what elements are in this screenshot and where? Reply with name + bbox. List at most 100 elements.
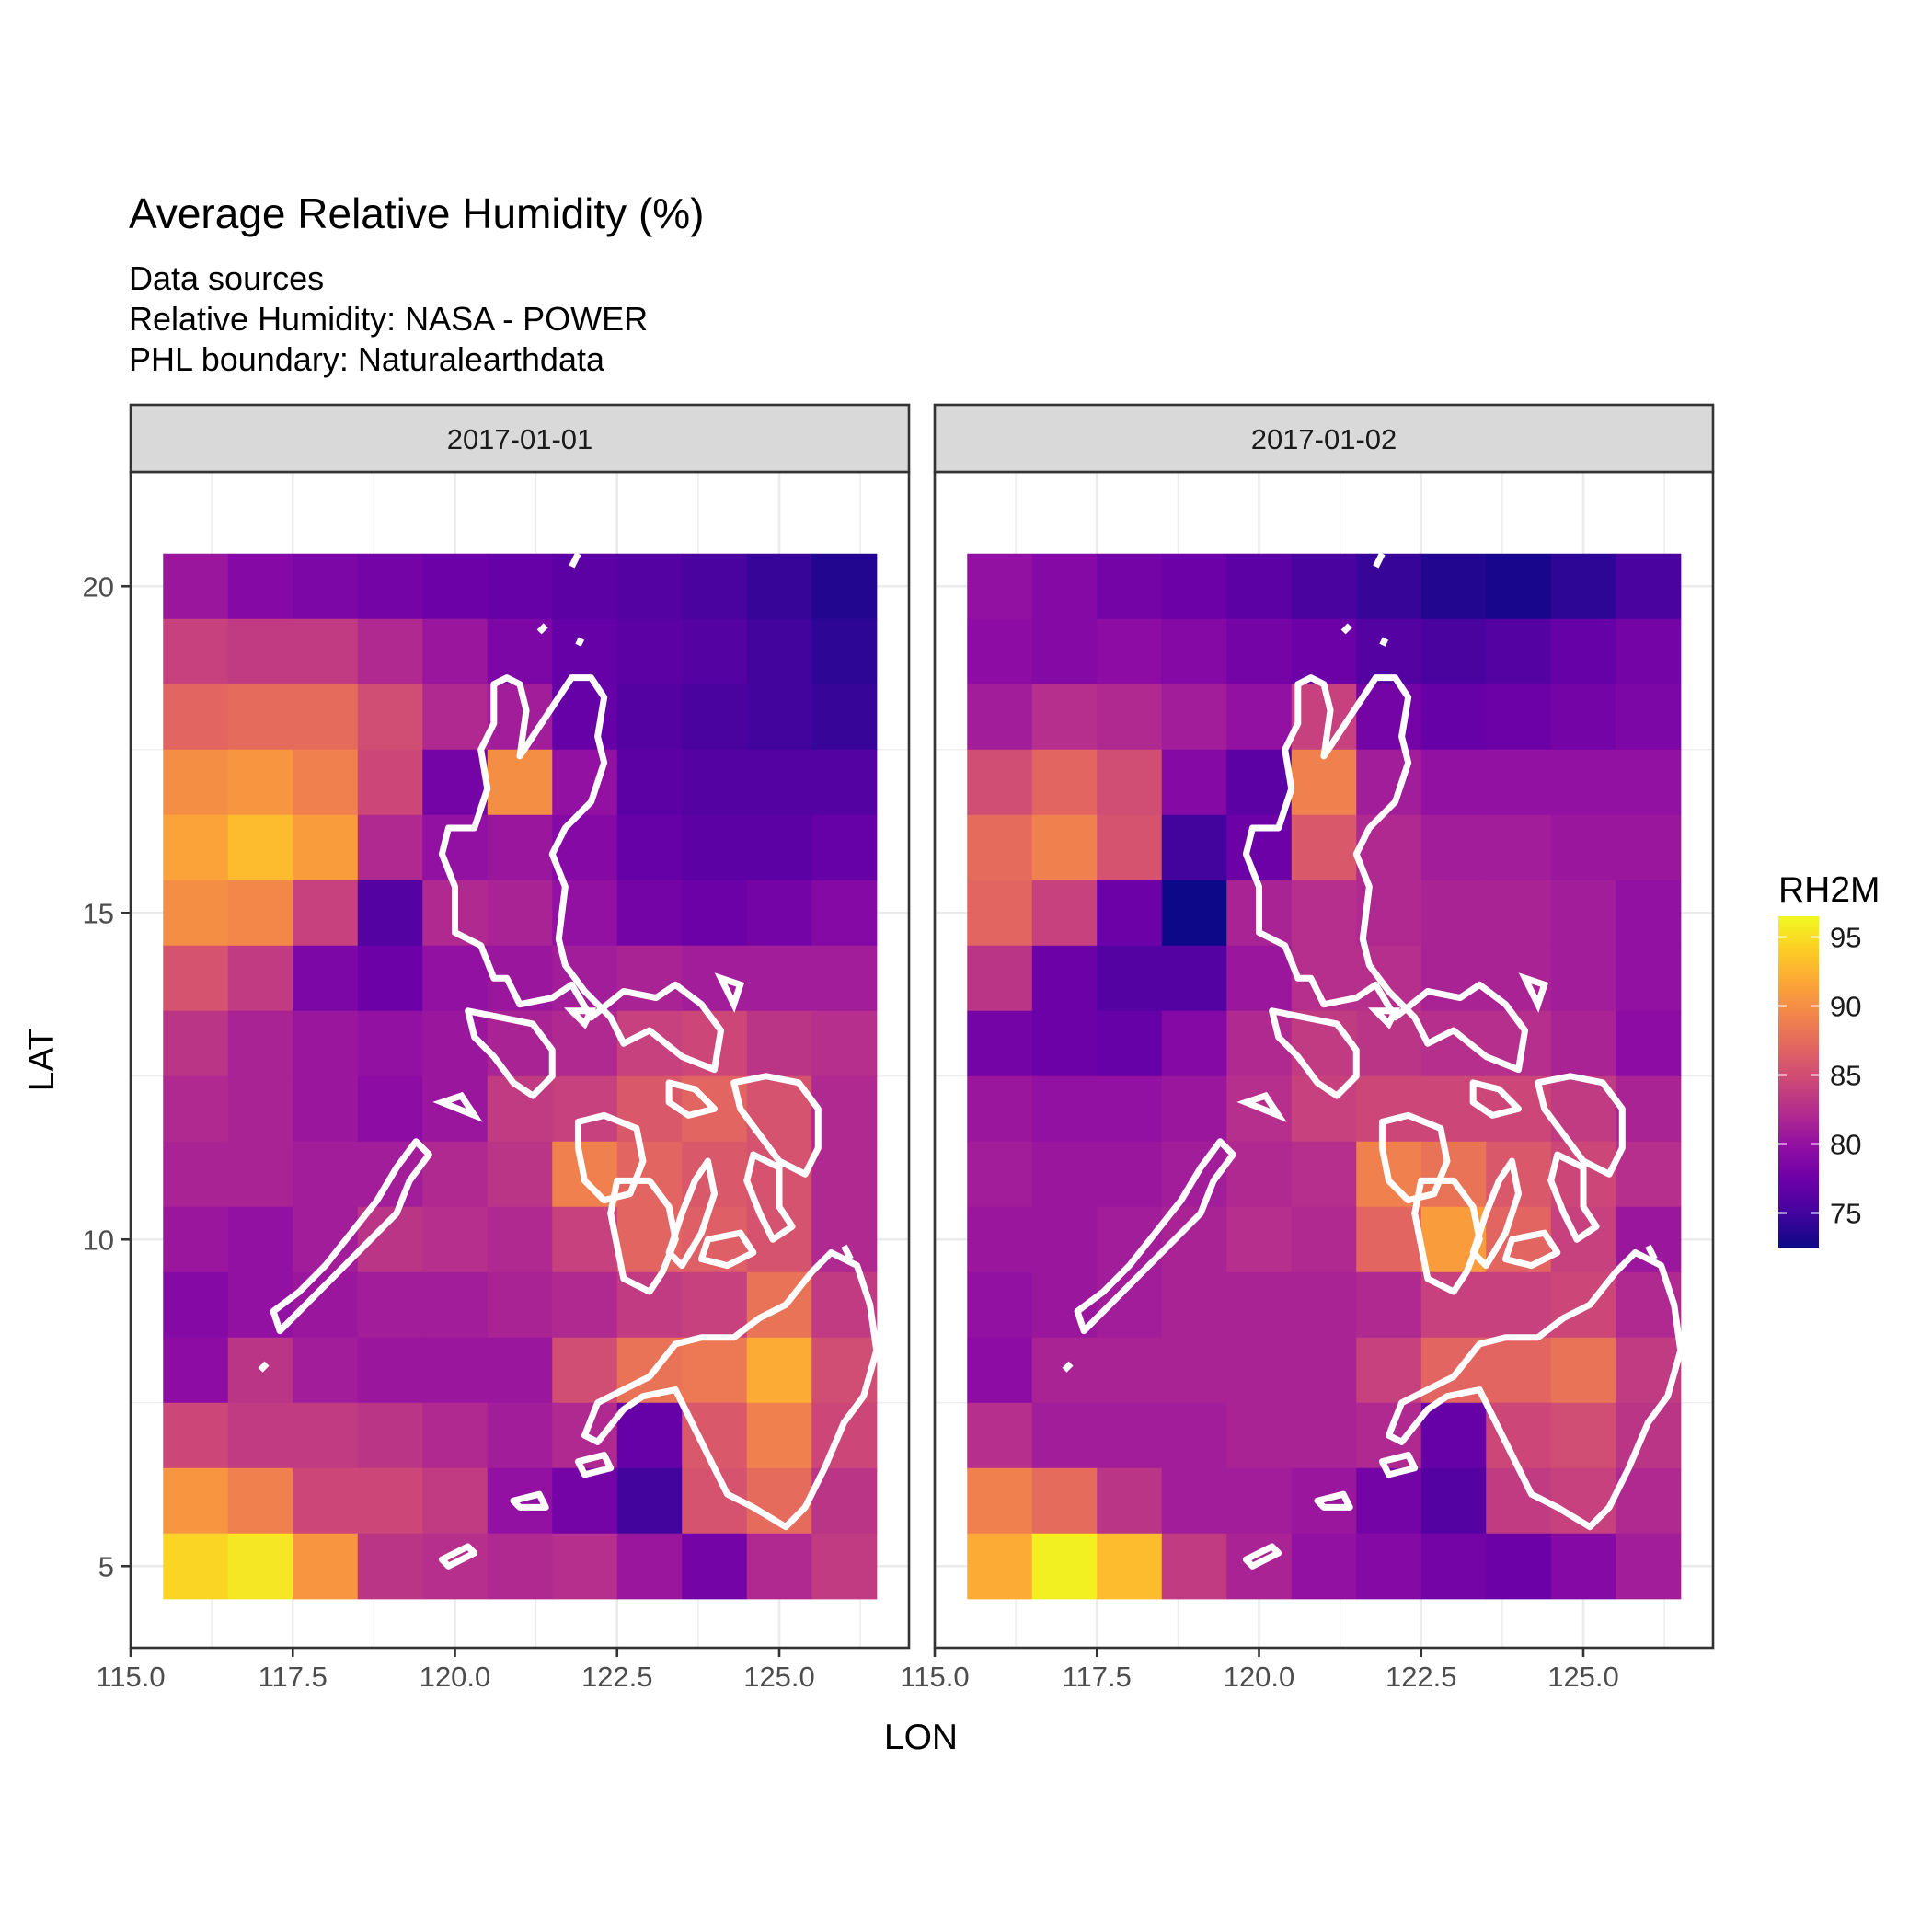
heatmap-cell: [1291, 1271, 1357, 1339]
heatmap-cell: [293, 553, 359, 620]
heatmap-cell: [1550, 618, 1616, 685]
boundary-outline: [1375, 1011, 1395, 1024]
heatmap-cell: [811, 618, 878, 685]
x-tick-label: 117.5: [1063, 1661, 1132, 1693]
heatmap-cell: [1291, 880, 1357, 947]
heatmap-cell: [422, 1206, 489, 1273]
heatmap-cell: [293, 1467, 359, 1535]
heatmap-cell: [227, 1141, 293, 1208]
heatmap-cell: [1550, 1010, 1616, 1077]
boundary-outline: [260, 1363, 267, 1370]
facet-panel-2: 2017-01-02 115.0 117.5 120.0 122.5 125.0: [900, 403, 1715, 1693]
heatmap-cell: [1486, 553, 1552, 620]
heatmap-cell: [682, 880, 748, 947]
heatmap-cell: [1291, 814, 1357, 881]
boundary-outline: [1505, 1233, 1557, 1266]
heatmap-cell: [1226, 618, 1293, 685]
heatmap-cell: [1226, 553, 1293, 620]
boundary-outline: [1246, 1096, 1278, 1115]
heatmap-cell: [616, 684, 683, 751]
heatmap-cell: [1161, 814, 1227, 881]
heatmap-cell: [227, 1075, 293, 1143]
heatmap-cell: [422, 618, 489, 685]
boundary-outline: [1382, 638, 1386, 645]
heatmap-cell: [1616, 814, 1682, 881]
y-tick-label: 20: [83, 570, 114, 603]
legend-tick-label: 85: [1830, 1060, 1861, 1092]
boundary-outline: [734, 1076, 819, 1175]
heatmap-cell: [967, 749, 1033, 816]
heatmap-cell: [1420, 814, 1487, 881]
heatmap-cell: [616, 1467, 683, 1535]
heatmap-cell: [293, 1010, 359, 1077]
y-tick-label: 15: [83, 897, 114, 929]
boundary-outline: [1343, 626, 1350, 632]
heatmap-cell: [293, 684, 359, 751]
heatmap-cell: [1161, 618, 1227, 685]
heatmap-cell: [1031, 618, 1098, 685]
heatmap-cell: [293, 1402, 359, 1469]
boundary-outline: [1473, 1083, 1518, 1116]
heatmap-cell: [1420, 749, 1487, 816]
philippines-boundary: [260, 554, 877, 1567]
heatmap-cell: [1226, 1533, 1293, 1600]
boundary-outline: [1317, 1494, 1350, 1507]
heatmap-cell: [357, 945, 423, 1012]
heatmap-cell: [293, 945, 359, 1012]
heatmap-cell: [227, 945, 293, 1012]
heatmap-cell: [163, 1337, 229, 1404]
boundary-outline: [1382, 1455, 1414, 1475]
heatmap-cell: [1097, 1075, 1163, 1143]
heatmap-cell: [1031, 1141, 1098, 1208]
heatmap-cell: [1226, 1206, 1293, 1273]
heatmap-cell: [1550, 1206, 1616, 1273]
heatmap-cell: [357, 749, 423, 816]
heatmap-cell: [163, 1141, 229, 1208]
heatmap-cell: [1097, 1141, 1163, 1208]
heatmap-cell: [487, 1402, 553, 1469]
heatmap-cell: [616, 553, 683, 620]
heatmap-cell: [1291, 1402, 1357, 1469]
heatmap-cell: [1161, 1010, 1227, 1077]
heatmap-cell: [1291, 553, 1357, 620]
boundary-outline: [1551, 1155, 1596, 1239]
heatmap-cell: [1420, 1402, 1487, 1469]
heatmap-cell: [746, 1206, 812, 1273]
facet-panel-1: 2017-01-01 115.0 117.5 120.0 122.5 125.0 5 10 15…: [83, 403, 911, 1693]
heatmap-cell: [682, 1337, 748, 1404]
heatmap-cell: [163, 684, 229, 751]
heatmap-cell: [357, 1075, 423, 1143]
heatmap-cell: [1161, 1075, 1227, 1143]
boundary-outline: [578, 1115, 643, 1200]
heatmap-cell: [293, 814, 359, 881]
heatmap-cell: [1550, 1533, 1616, 1600]
heatmap-cell: [1097, 684, 1163, 751]
boundary-outline: [747, 1155, 792, 1239]
heatmap-cell: [1226, 1141, 1293, 1208]
heatmap-cell: [1420, 1467, 1487, 1535]
heatmap-cell: [1226, 1271, 1293, 1339]
heatmap-cell: [811, 1141, 878, 1208]
boundary-layer: [260, 554, 877, 1567]
heatmap-cell: [1486, 814, 1552, 881]
heatmap-cell: [487, 814, 553, 881]
heatmap-cell: [1486, 749, 1552, 816]
heatmap-cell: [552, 618, 618, 685]
heatmap-cell: [967, 553, 1033, 620]
boundary-outline: [1382, 1115, 1447, 1200]
heatmap-cell: [1550, 553, 1616, 620]
heatmap-cell: [1031, 1337, 1098, 1404]
heatmap-cell: [1550, 684, 1616, 751]
heatmap-cell: [422, 553, 489, 620]
heatmap-cell: [967, 945, 1033, 1012]
legend-tick-label: 75: [1830, 1198, 1861, 1230]
heatmap-cell: [1226, 945, 1293, 1012]
heatmap-cell: [811, 945, 878, 1012]
heatmap-cell: [1226, 1402, 1293, 1469]
facet-strip: [933, 403, 1715, 474]
facet-strip-label: 2017-01-02: [1251, 423, 1397, 455]
heatmap-cell: [1161, 945, 1227, 1012]
heatmap-cell: [293, 880, 359, 947]
heatmap-cell: [552, 553, 618, 620]
heatmap-cell: [357, 1271, 423, 1339]
